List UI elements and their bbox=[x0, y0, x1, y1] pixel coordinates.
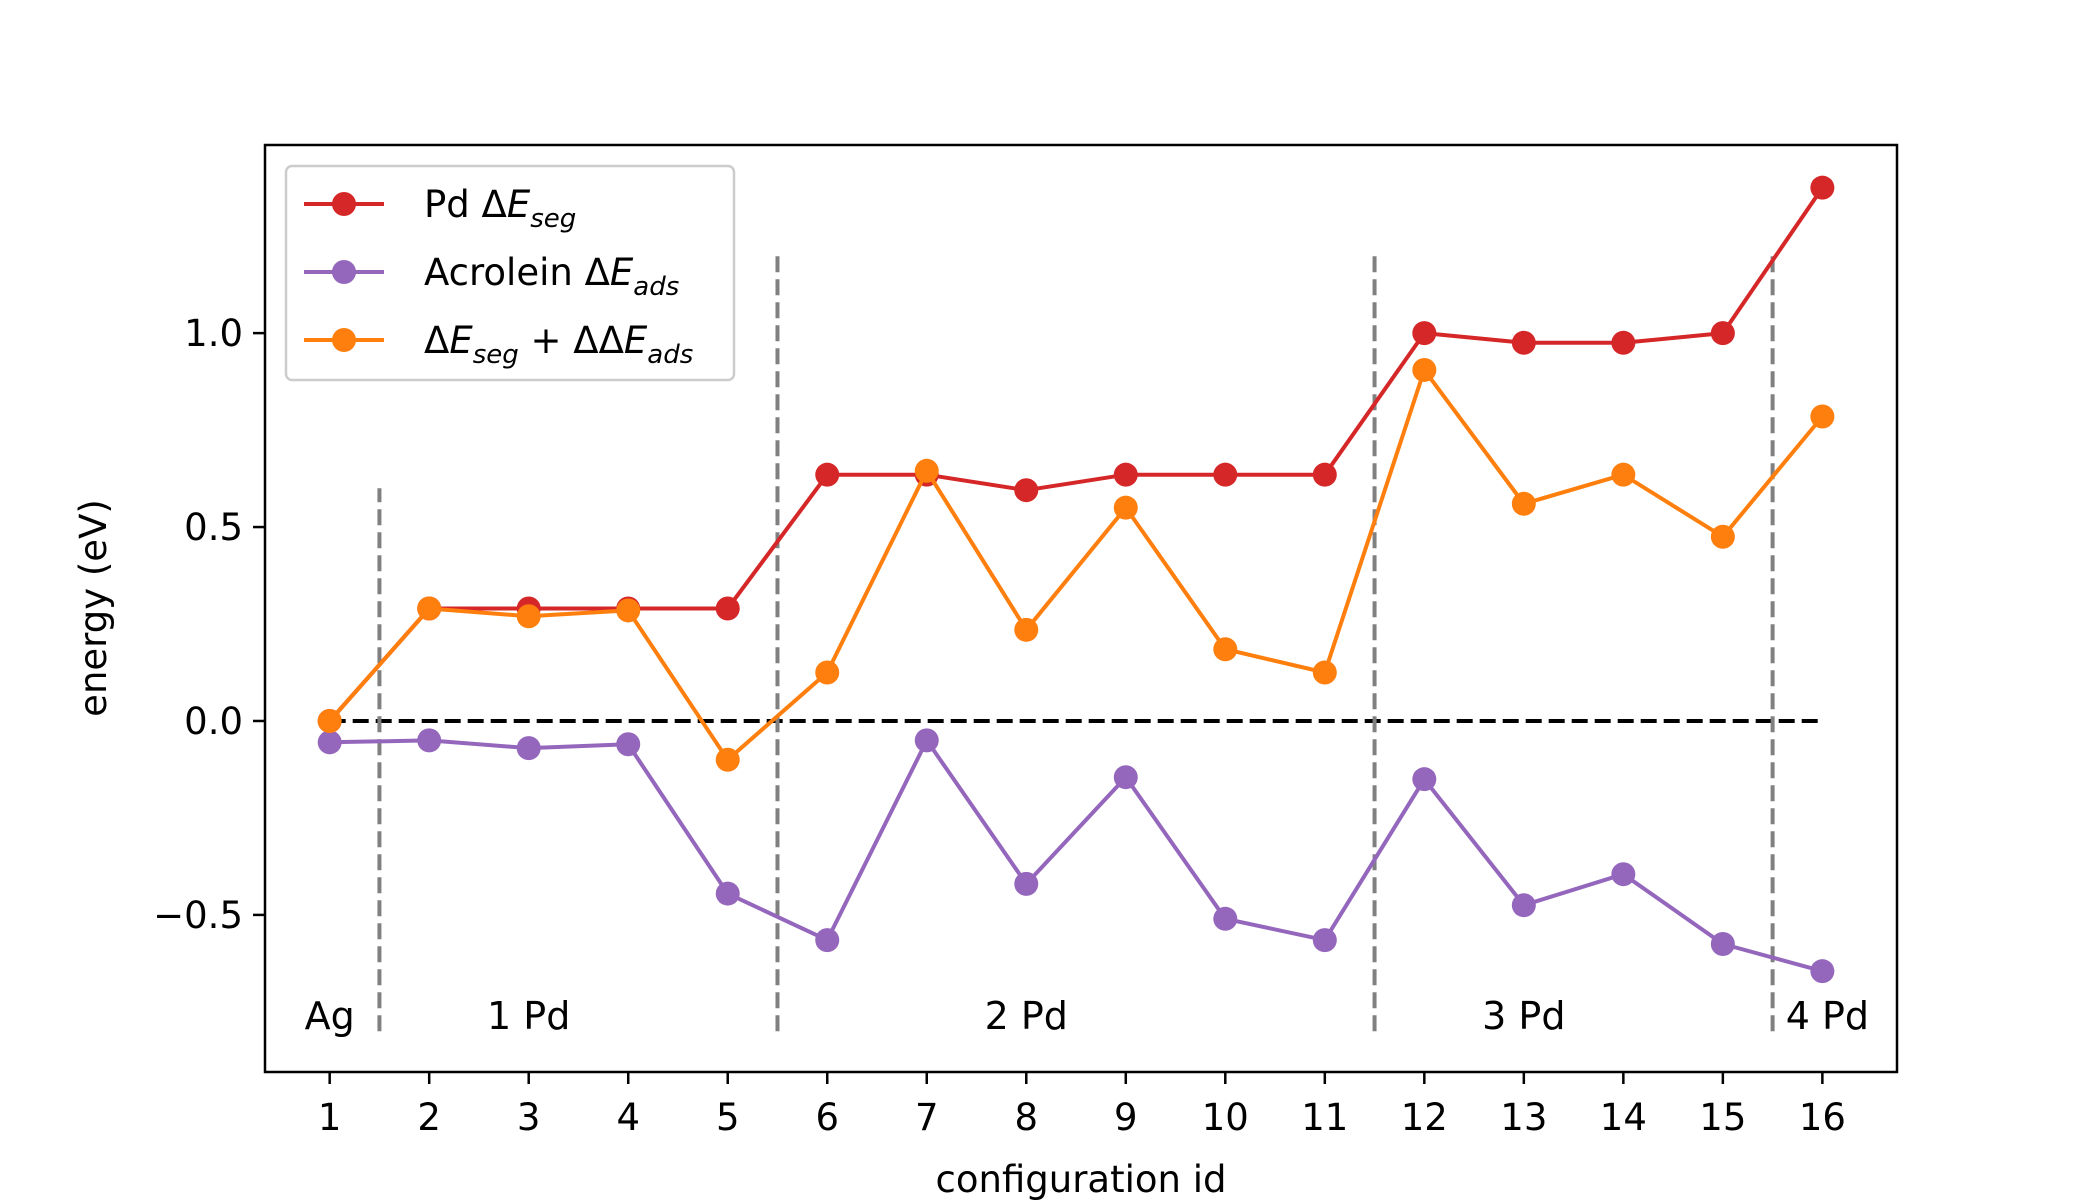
series-3-point-9 bbox=[1113, 495, 1138, 520]
series-2-point-9 bbox=[1113, 765, 1138, 790]
region-label-3: 2 Pd bbox=[985, 994, 1068, 1038]
series-3-point-2 bbox=[417, 596, 442, 621]
legend: Pd ΔEseg​ Acrolein ΔEads​ ΔEseg​ + ΔΔEads​ bbox=[284, 164, 736, 382]
series-2-point-1 bbox=[317, 730, 342, 755]
x-axis-label: configuration id bbox=[936, 1158, 1227, 1200]
series-2-point-16 bbox=[1810, 959, 1835, 984]
series-2-point-7 bbox=[914, 728, 939, 753]
series-1-point-15 bbox=[1710, 321, 1735, 346]
y-tick-label-3: 0.5 bbox=[184, 506, 243, 549]
series-1-point-8 bbox=[1014, 478, 1039, 503]
x-tick-label-7: 7 bbox=[915, 1096, 939, 1139]
series-2-point-12 bbox=[1412, 767, 1437, 792]
series-3-point-7 bbox=[914, 458, 939, 483]
series-2-point-5 bbox=[715, 881, 740, 906]
plot-area: Ag 1 Pd 2 Pd 3 Pd 4 Pd bbox=[305, 175, 1869, 1038]
series-1-point-13 bbox=[1511, 330, 1536, 355]
series-2-point-15 bbox=[1710, 932, 1735, 957]
series-2-point-2 bbox=[417, 728, 442, 753]
y-tick-label-2: 0.0 bbox=[184, 700, 243, 743]
series-1-point-12 bbox=[1412, 321, 1437, 346]
region-label-2: 1 Pd bbox=[487, 994, 570, 1038]
series-2-point-13 bbox=[1511, 893, 1536, 918]
series-3-point-14 bbox=[1611, 462, 1636, 487]
x-tick-label-11: 11 bbox=[1301, 1096, 1348, 1139]
legend-box bbox=[284, 164, 736, 382]
series-1-point-6 bbox=[815, 462, 840, 487]
legend-label-1: Pd ΔEseg​ bbox=[424, 183, 576, 234]
series-2-point-10 bbox=[1213, 906, 1238, 931]
region-label-4: 3 Pd bbox=[1482, 994, 1565, 1038]
series-2-point-6 bbox=[815, 928, 840, 953]
axis-ticks: 1 2 3 4 5 6 7 8 9 10 11 12 13 14 15 16−0.50.00.51.0 bbox=[153, 312, 1846, 1139]
series-1-point-5 bbox=[715, 596, 740, 621]
series-3-point-4 bbox=[616, 598, 641, 623]
series-2-point-4 bbox=[616, 732, 641, 757]
legend-label-3: ΔEseg​ + ΔΔEads​ bbox=[424, 319, 693, 370]
series-1-point-14 bbox=[1611, 330, 1636, 355]
y-axis-label: energy (eV) bbox=[72, 499, 115, 717]
series-3-point-15 bbox=[1710, 524, 1735, 549]
y-tick-label-1: −0.5 bbox=[153, 894, 243, 937]
x-tick-label-14: 14 bbox=[1600, 1096, 1647, 1139]
legend-swatch-marker-1 bbox=[332, 192, 356, 216]
x-tick-label-2: 2 bbox=[417, 1096, 441, 1139]
x-tick-label-3: 3 bbox=[517, 1096, 541, 1139]
x-tick-label-1: 1 bbox=[318, 1096, 342, 1139]
x-tick-label-12: 12 bbox=[1401, 1096, 1448, 1139]
series-3-point-8 bbox=[1014, 617, 1039, 642]
x-tick-label-13: 13 bbox=[1500, 1096, 1547, 1139]
series-1-point-16 bbox=[1810, 175, 1835, 200]
series-1-point-10 bbox=[1213, 462, 1238, 487]
legend-swatch-marker-2 bbox=[332, 260, 356, 284]
series-2-point-3 bbox=[516, 736, 541, 761]
legend-label-2: Acrolein ΔEads​ bbox=[424, 251, 679, 302]
axes-frame bbox=[263, 143, 1899, 1074]
series-3-point-10 bbox=[1213, 637, 1238, 662]
series-3-point-16 bbox=[1810, 404, 1835, 429]
region-label-5: 4 Pd bbox=[1786, 994, 1869, 1038]
series-2-point-11 bbox=[1312, 928, 1337, 953]
x-tick-label-8: 8 bbox=[1014, 1096, 1038, 1139]
x-tick-label-9: 9 bbox=[1114, 1096, 1138, 1139]
series-1-line bbox=[328, 186, 1825, 723]
series-3-point-3 bbox=[516, 604, 541, 629]
x-tick-label-5: 5 bbox=[716, 1096, 740, 1139]
series-1-point-11 bbox=[1312, 462, 1337, 487]
series-3-point-5 bbox=[715, 747, 740, 772]
x-tick-label-10: 10 bbox=[1202, 1096, 1249, 1139]
series-2-line bbox=[329, 738, 1823, 974]
legend-swatch-marker-3 bbox=[332, 328, 356, 352]
y-tick-label-4: 1.0 bbox=[184, 312, 243, 355]
series-3-point-11 bbox=[1312, 660, 1337, 685]
region-label-1: Ag bbox=[305, 994, 355, 1038]
x-tick-label-16: 16 bbox=[1799, 1096, 1846, 1139]
series-3-point-1 bbox=[317, 708, 342, 733]
series-3-point-12 bbox=[1412, 357, 1437, 382]
series-1-point-9 bbox=[1113, 462, 1138, 487]
series-2-point-14 bbox=[1611, 862, 1636, 887]
series-3-point-13 bbox=[1511, 491, 1536, 516]
series-2-point-8 bbox=[1014, 871, 1039, 896]
x-tick-label-6: 6 bbox=[815, 1096, 839, 1139]
x-tick-label-15: 15 bbox=[1699, 1096, 1746, 1139]
x-tick-label-4: 4 bbox=[616, 1096, 640, 1139]
series-3-line bbox=[328, 368, 1824, 762]
series-3-point-6 bbox=[815, 660, 840, 685]
